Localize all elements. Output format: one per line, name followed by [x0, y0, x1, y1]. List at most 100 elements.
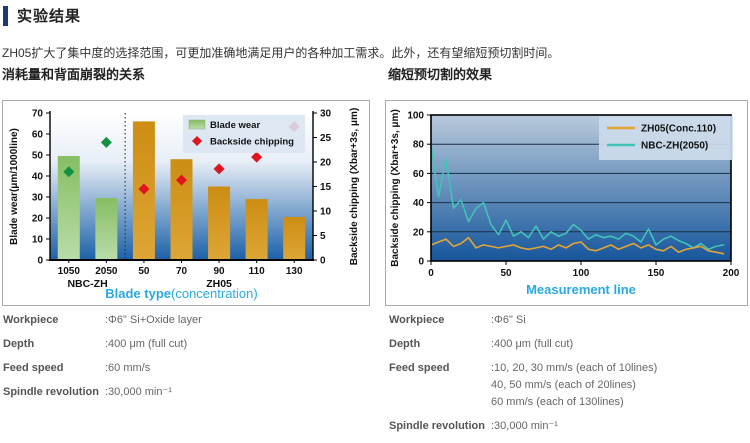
gridlines [431, 143, 731, 233]
spec-label: Workpiece [3, 314, 59, 326]
spec-value: :10, 20, 30 mm/s (each of 10lines) 40, 50… [491, 361, 657, 412]
bar-110 [245, 199, 268, 260]
spec-value-line: :400 μm (full cut) [105, 338, 188, 350]
y-tick-right: 30 [320, 109, 332, 120]
y-tick-left: 0 [37, 256, 43, 267]
y-tick-label: 100 [407, 111, 424, 122]
x-tick-label: 2050 [95, 266, 118, 277]
y-axis-title: Backside chipping (Xbar+3s, μm) [390, 109, 401, 267]
bar-90 [208, 186, 231, 260]
spec-value-line: :Φ6" Si+Oxide layer [105, 314, 202, 326]
x-axis-title: Measurement line [526, 282, 636, 297]
bar-1050 [57, 156, 80, 260]
legend-label-zh05: ZH05(Conc.110) [641, 124, 716, 135]
y-tick-left: 30 [32, 193, 44, 204]
y-tick-left: 60 [32, 130, 44, 141]
x-tick-label: 70 [176, 266, 188, 277]
spec-value-line: :Φ6" Si [491, 314, 526, 326]
x-tick-label: 100 [573, 268, 590, 279]
x-tick-label: 50 [500, 268, 512, 279]
right-section-title: 缩短预切割的效果 [388, 67, 493, 82]
blade-wear-bar-chart: 0 10 20 30 40 50 60 70 0 5 10 15 20 25 30 1050 2050 50 70 9… [9, 108, 360, 301]
legend-label-backside-chipping: Backside chipping [210, 137, 294, 148]
x-tick-label: 130 [286, 266, 303, 277]
y-tick-label: 80 [413, 140, 425, 151]
x-tick-label: 200 [723, 268, 740, 279]
category-group-label: ZH05 [206, 278, 232, 290]
spec-row: Depth :400 μm (full cut) [389, 337, 747, 354]
spec-value-line: :30,000 min⁻¹ [491, 420, 558, 432]
spec-value-line: 40, 50 mm/s (each of 20lines) [491, 379, 636, 391]
y-tick-left: 70 [32, 109, 44, 120]
series-line-ZH05(Conc.110) [430, 236, 725, 255]
y-tick-right: 5 [320, 231, 326, 242]
y-tick-right: 25 [320, 133, 332, 144]
spec-row: Feed speed :60 mm/s [3, 361, 373, 378]
y-tick-label: 40 [413, 198, 425, 209]
legend-diamond-swatch [192, 136, 202, 146]
bars [57, 121, 306, 261]
x-tick-label: 50 [138, 266, 150, 277]
precut-chart-box: 0 20 40 60 80 100 0 50 100 150 200 ZH05(Conc.110) NB… [385, 100, 748, 306]
diamond-marker [63, 166, 75, 178]
blade-wear-chart-box: 0 10 20 30 40 50 60 70 0 5 10 15 20 25 30 1050 2050 50 70 9… [2, 100, 370, 306]
y-tick-left: 40 [32, 172, 44, 183]
spec-value-line: :400 μm (full cut) [491, 338, 574, 350]
y-axis-title-left: Blade wear(μm/1000line) [9, 128, 20, 245]
y-tick-right: 15 [320, 182, 332, 193]
spec-value: :400 μm (full cut) [105, 337, 187, 354]
y-tick-left: 20 [32, 214, 44, 225]
y-tick-label: 0 [418, 257, 424, 268]
spec-row: Spindle revolution :30,000 min⁻¹ [3, 385, 373, 402]
legend: Blade wear Backside chipping [183, 115, 305, 153]
y-tick-label: 60 [413, 169, 425, 180]
y-tick-right: 0 [320, 256, 326, 267]
spec-value-line: :30,000 min⁻¹ [105, 386, 172, 398]
x-tick-label: 150 [648, 268, 665, 279]
spec-value-line: :60 mm/s [105, 362, 151, 374]
spec-row: Feed speed :10, 20, 30 mm/s (each of 10li… [389, 361, 747, 412]
diamond-marker [213, 163, 225, 175]
x-tick-label: 0 [428, 268, 434, 279]
left-section-title: 消耗量和背面崩裂的关系 [2, 67, 146, 82]
spec-label: Spindle revolution [3, 386, 99, 398]
spec-value: :400 μm (full cut) [491, 337, 573, 354]
legend-label-nbczh: NBC-ZH(2050) [641, 141, 708, 152]
spec-row: Depth :400 μm (full cut) [3, 337, 373, 354]
y-tick-left: 50 [32, 151, 44, 162]
diamond-marker [251, 151, 263, 163]
x-tick-label: 110 [249, 266, 266, 277]
spec-value: :Φ6" Si [491, 313, 526, 330]
series-line-NBC-ZH(2050) [430, 143, 725, 251]
spec-row: Workpiece :Φ6" Si+Oxide layer [3, 313, 373, 330]
right-spec-table: Workpiece :Φ6" Si Depth :400 μm (full cut) F… [389, 313, 747, 443]
legend-bar-swatch [188, 119, 206, 130]
spec-label: Depth [389, 338, 421, 350]
bar-130 [283, 216, 306, 260]
y-axis-title-right: Backside chipping (Xbar+3s, μm) [349, 108, 360, 266]
spec-value: :30,000 min⁻¹ [105, 385, 172, 402]
legend-label-blade-wear: Blade wear [210, 120, 260, 131]
y-tick-left: 10 [32, 235, 44, 246]
page-title: 实验结果 [17, 8, 82, 25]
precut-line-chart: 0 20 40 60 80 100 0 50 100 150 200 ZH05(Conc.110) NB… [390, 109, 740, 297]
spec-label: Feed speed [389, 362, 450, 374]
y-tick-label: 20 [413, 227, 425, 238]
spec-value: :Φ6" Si+Oxide layer [105, 313, 202, 330]
page-header: 实验结果 [3, 5, 81, 26]
bar-2050 [95, 198, 118, 260]
spec-label: Depth [3, 338, 35, 350]
bar-70 [170, 159, 193, 260]
legend: ZH05(Conc.110) NBC-ZH(2050) [599, 116, 733, 160]
diamond-marker [100, 136, 112, 148]
x-tick-label: 1050 [58, 266, 81, 277]
y-tick-right: 10 [320, 207, 332, 218]
spec-label: Feed speed [3, 362, 64, 374]
spec-label: Workpiece [389, 314, 445, 326]
diamond-marker [138, 183, 150, 195]
y-tick-right: 20 [320, 158, 332, 169]
spec-value: :60 mm/s [105, 361, 150, 378]
diamond-marker [176, 174, 187, 186]
spec-value-line: :10, 20, 30 mm/s (each of 10lines) [491, 362, 658, 374]
spec-value-line: 60 mm/s (each of 130lines) [491, 396, 624, 408]
